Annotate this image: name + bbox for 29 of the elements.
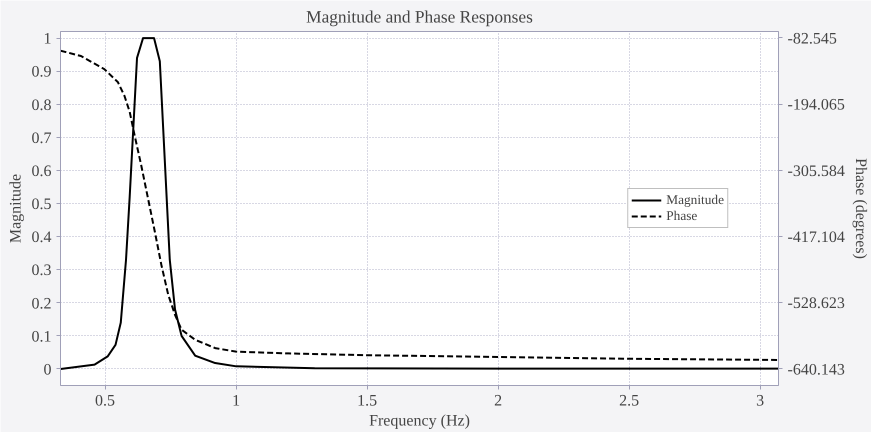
y2-tick-label: -528.623 [788,295,845,312]
y-tick-label: 0.9 [32,64,52,81]
y2-tick-label: -640.143 [788,361,845,378]
legend-label: Magnitude [666,192,724,208]
chart-title: Magnitude and Phase Responses [306,8,534,26]
y-tick-label: 0.5 [32,196,52,214]
x-axis-title: Frequency (Hz) [369,412,470,430]
y-axis-title: Magnitude [8,174,24,244]
y-tick-label: 0.3 [32,262,52,280]
y-tick-label: 0 [44,361,52,378]
legend-label: Phase [666,208,698,224]
y-tick-label: 0.4 [32,229,52,246]
y-tick-label: 0.8 [32,96,52,114]
y2-tick-label: -82.545 [788,30,837,48]
x-tick-label: 1.5 [357,392,378,410]
y2-tick-label: -194.065 [788,96,845,114]
y-tick-label: 0.1 [32,328,52,346]
x-tick-label: 2 [494,392,502,410]
y2-tick-label: -417.104 [788,229,845,246]
x-tick-label: 2.5 [619,392,640,410]
x-tick-label: 3 [756,392,764,410]
y-tick-label: 0.7 [32,130,52,147]
x-tick-label: 0.5 [95,392,116,410]
x-tick-label: 1 [232,392,240,410]
y-tick-label: 1 [44,30,52,48]
y-tick-label: 0.2 [32,295,52,312]
y2-tick-label: -305.584 [788,162,845,180]
y-tick-label: 0.6 [32,162,52,180]
y2-axis-title: Phase (degrees) [852,158,869,259]
